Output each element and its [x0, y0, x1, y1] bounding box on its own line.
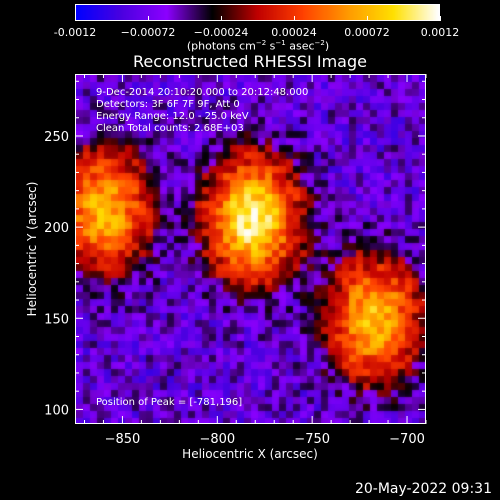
colorbar-tick-label: −0.00024 [193, 26, 249, 39]
colorbar-tick-label: 0.0012 [420, 26, 460, 39]
colorbar-tick-mark [75, 16, 76, 21]
timestamp: 20-May-2022 09:31 [354, 481, 492, 497]
colorbar-tick-label: 0.00024 [271, 26, 317, 39]
rhessi-heatmap [76, 75, 425, 423]
info-line-time: 9-Dec-2014 20:10:20.000 to 20:12:48.000 [96, 87, 309, 98]
colorbar-gradient [75, 4, 440, 21]
y-axis-tick-label: 150 [44, 312, 69, 327]
colorbar-tick-mark [221, 16, 222, 21]
x-axis-tick-label: −750 [294, 432, 330, 447]
image-plot-area: 9-Dec-2014 20:10:20.000 to 20:12:48.000 … [75, 74, 426, 424]
colorbar-units-label: (photons cm−2 s−1 asec−2) [186, 39, 330, 53]
colorbar-tick-mark [148, 16, 149, 21]
colorbar-tick-label: −0.00072 [120, 26, 176, 39]
x-axis-label: Heliocentric X (arcsec) [182, 447, 318, 461]
y-axis-tick-label: 250 [44, 130, 69, 145]
x-axis-tick-label: −850 [105, 432, 141, 447]
colorbar-tick-mark [440, 16, 441, 21]
colorbar-tick-label: -0.0012 [53, 26, 97, 39]
y-axis-label: Heliocentric Y (arcsec) [25, 181, 39, 317]
x-axis-tick-label: −700 [389, 432, 425, 447]
colorbar-tick-mark [294, 16, 295, 21]
colorbar-tick-mark [367, 16, 368, 21]
plot-title: Reconstructed RHESSI Image [133, 52, 367, 71]
peak-position-text: Position of Peak = [-781,196] [96, 397, 243, 408]
y-axis-tick-label: 100 [44, 403, 69, 418]
colorbar [75, 4, 440, 21]
info-line-detectors: Detectors: 3F 6F 7F 9F, Att 0 [96, 99, 240, 110]
info-line-counts: Clean Total counts: 2.68E+03 [96, 123, 244, 134]
info-line-energy: Energy Range: 12.0 - 25.0 keV [96, 111, 249, 122]
x-axis-tick-label: −800 [199, 432, 235, 447]
colorbar-tick-label: 0.00072 [344, 26, 390, 39]
y-axis-tick-label: 200 [44, 221, 69, 236]
